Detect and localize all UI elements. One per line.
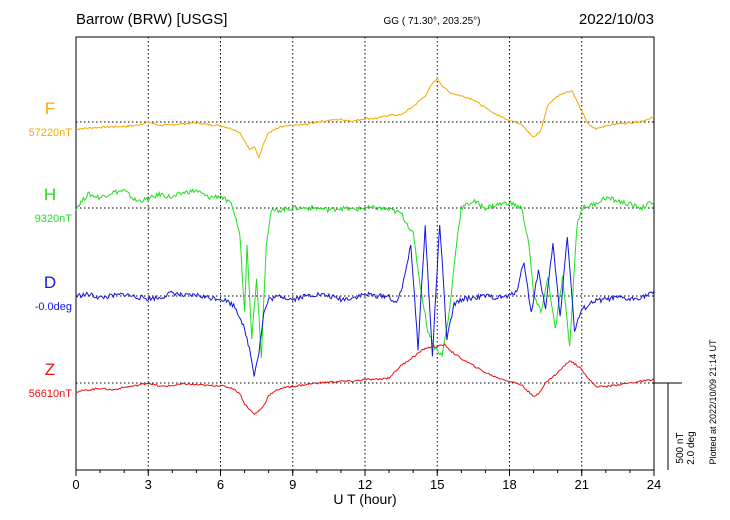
x-tick-label: 21 bbox=[575, 477, 589, 492]
series-label-z: Z bbox=[45, 360, 55, 379]
x-tick-label: 0 bbox=[72, 477, 79, 492]
series-label-d: D bbox=[44, 273, 56, 292]
x-tick-label: 3 bbox=[145, 477, 152, 492]
series-baseline-label-z: 56610nT bbox=[29, 388, 73, 400]
series-baseline-label-f: 57220nT bbox=[29, 127, 73, 139]
series-line-z bbox=[75, 343, 655, 416]
series-labels: F 57220nT H 9320nT D -0.0deg Z 56610nT bbox=[29, 99, 73, 400]
x-tick-label: 9 bbox=[289, 477, 296, 492]
series-group bbox=[75, 76, 655, 416]
x-tick-label: 6 bbox=[217, 477, 224, 492]
station-title: Barrow (BRW) [USGS] bbox=[76, 11, 227, 28]
series-label-f: F bbox=[45, 99, 55, 118]
series-label-h: H bbox=[44, 185, 56, 204]
scale-bar-nt-label: 500 nT bbox=[675, 432, 686, 463]
series-line-h bbox=[75, 188, 655, 358]
x-ticks bbox=[75, 470, 655, 476]
plotted-at-note: Plotted at 2022/10/09 21:14 UT bbox=[708, 339, 718, 465]
x-tick-label: 18 bbox=[502, 477, 516, 492]
x-tick-labels: 0 3 6 9 12 15 18 21 24 bbox=[72, 477, 661, 492]
grid-lines bbox=[147, 37, 583, 470]
x-tick-label: 24 bbox=[647, 477, 661, 492]
series-line-f bbox=[75, 76, 655, 159]
coords-text: GG ( 71.30°, 203.25°) bbox=[384, 16, 481, 27]
series-baseline-label-d: -0.0deg bbox=[35, 301, 72, 313]
x-tick-label: 12 bbox=[358, 477, 372, 492]
series-baseline-label-h: 9320nT bbox=[35, 213, 73, 225]
scale-bar-deg-label: 2.0 deg bbox=[686, 431, 697, 464]
x-axis-label: U T (hour) bbox=[333, 491, 396, 507]
x-tick-label: 15 bbox=[430, 477, 444, 492]
baseline-lines bbox=[76, 121, 654, 384]
series-line-d bbox=[75, 224, 655, 377]
date-text: 2022/10/03 bbox=[579, 11, 654, 28]
